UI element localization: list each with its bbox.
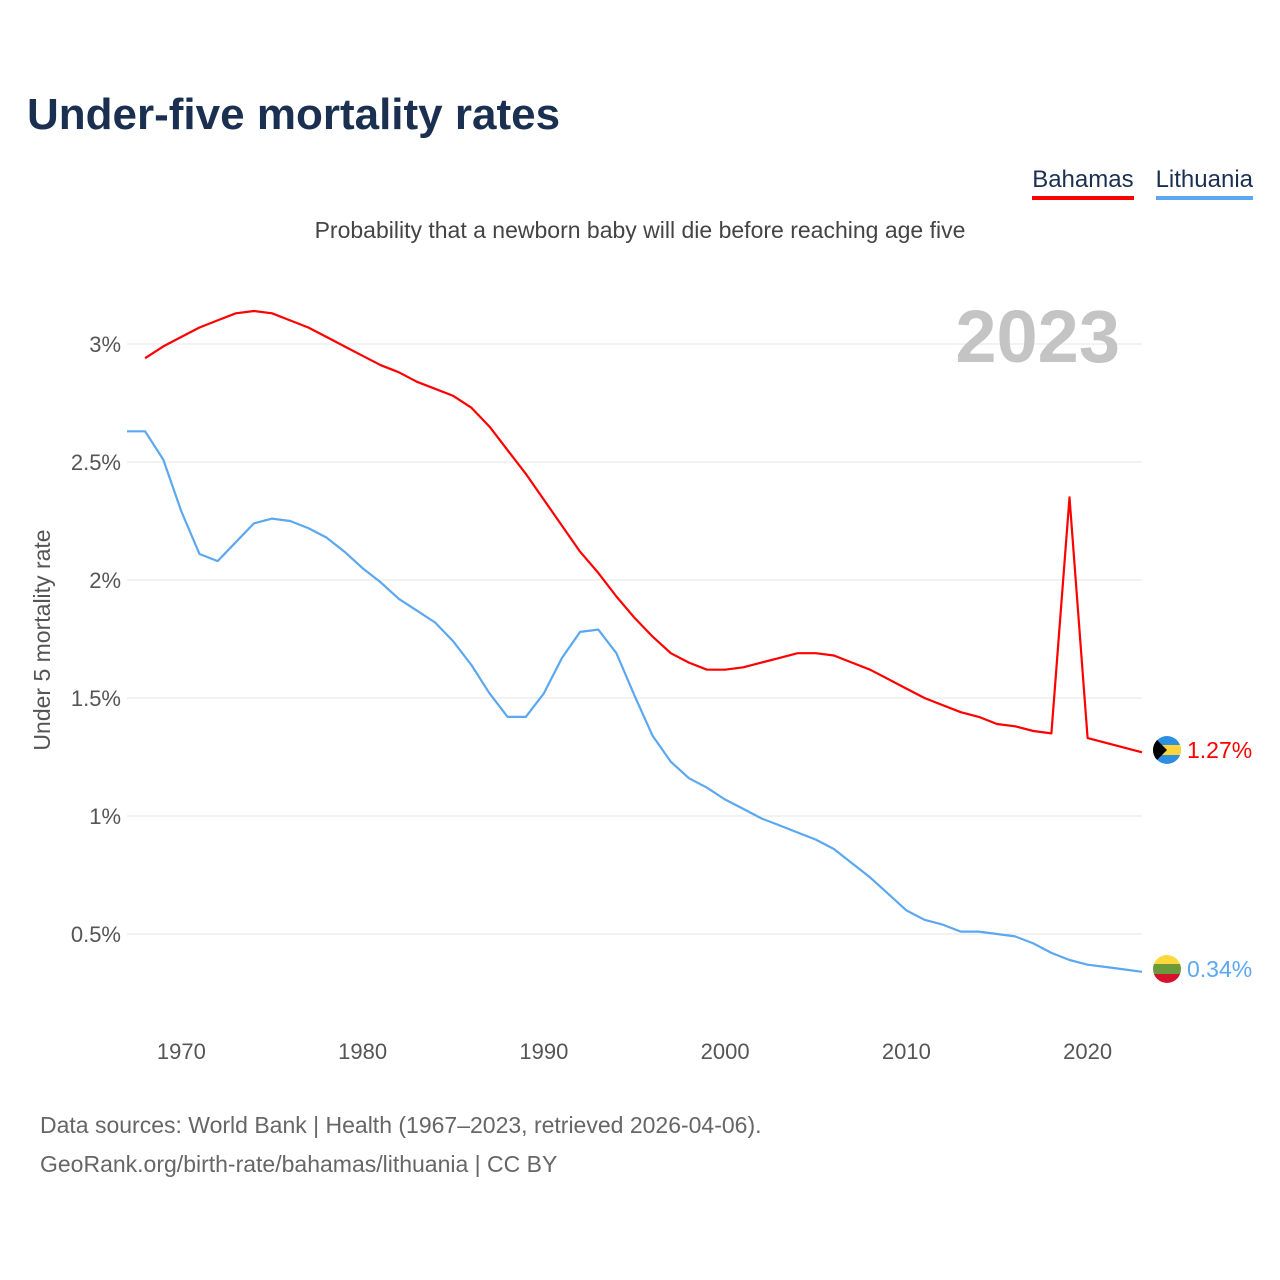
data-source: Data sources: World Bank | Health (1967–… <box>40 1112 762 1138</box>
x-tick-label: 2020 <box>1063 1039 1112 1064</box>
bahamas-end-label: 1.27% <box>1187 737 1252 763</box>
footer: Data sources: World Bank | Health (1967–… <box>40 1106 762 1184</box>
y-tick-label: 0.5% <box>71 922 121 947</box>
y-tick-label: 1% <box>89 804 121 829</box>
y-tick-label: 2% <box>89 568 121 593</box>
y-axis-label: Under 5 mortality rate <box>29 529 55 750</box>
series-line-lithuania <box>127 430 1143 973</box>
page-title: Under-five mortality rates <box>27 90 561 139</box>
series-line-bahamas <box>144 309 1143 754</box>
source-link[interactable]: GeoRank.org/birth-rate/bahamas/lithuania… <box>40 1151 558 1177</box>
x-tick-label: 1970 <box>157 1039 206 1064</box>
x-tick-label: 1990 <box>519 1039 568 1064</box>
x-tick-label: 2000 <box>701 1039 750 1064</box>
y-tick-label: 2.5% <box>71 450 121 475</box>
chart-subtitle: Probability that a newborn baby will die… <box>314 217 966 243</box>
legend: Bahamas Lithuania <box>1032 166 1253 200</box>
year-label: 2023 <box>955 295 1120 378</box>
y-tick-label: 3% <box>89 332 121 357</box>
x-tick-label: 2010 <box>882 1039 931 1064</box>
bahamas-flag-icon <box>1153 736 1181 764</box>
legend-item-bahamas[interactable]: Bahamas <box>1032 166 1134 200</box>
lithuania-flag-icon <box>1153 955 1181 983</box>
y-tick-label: 1.5% <box>71 686 121 711</box>
x-tick-label: 1980 <box>338 1039 387 1064</box>
legend-item-lithuania[interactable]: Lithuania <box>1155 166 1253 200</box>
lithuania-end-label: 0.34% <box>1187 956 1252 982</box>
